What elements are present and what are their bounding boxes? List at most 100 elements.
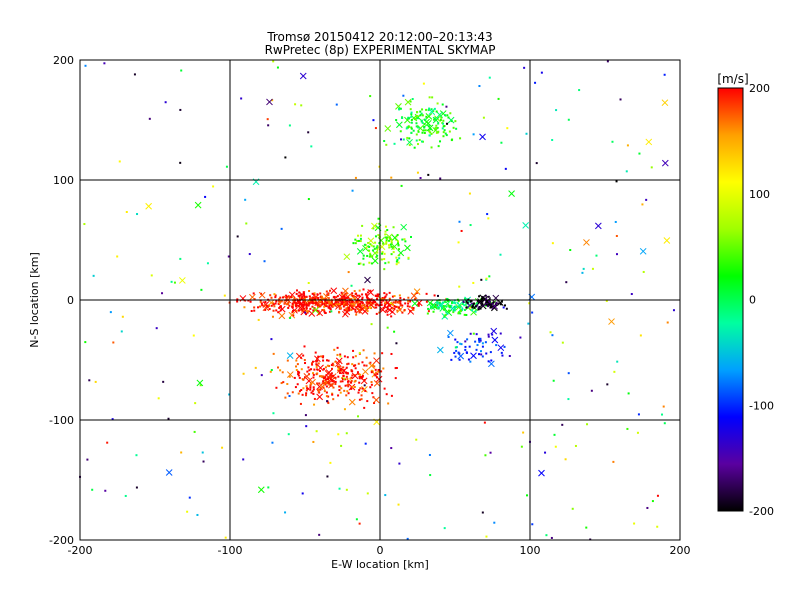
scatter-point	[651, 500, 654, 503]
scatter-point	[469, 360, 472, 363]
scatter-point	[393, 307, 396, 310]
scatter-cross	[364, 276, 371, 284]
scatter-point	[383, 252, 386, 255]
scatter-point	[385, 293, 388, 296]
scatter-point	[370, 262, 373, 265]
scatter-point	[242, 372, 245, 375]
scatter-point	[586, 423, 589, 426]
scatter-point	[204, 195, 207, 198]
scatter-point	[283, 302, 286, 305]
scatter-cross	[288, 291, 296, 299]
scatter-point	[490, 359, 493, 362]
scatter-point	[427, 173, 430, 176]
scatter-point	[578, 89, 581, 92]
scatter-point	[264, 300, 267, 303]
scatter-cross	[262, 304, 270, 312]
scatter-point	[297, 304, 300, 307]
scatter-point	[377, 246, 380, 249]
scatter-point	[92, 274, 95, 277]
scatter-point	[545, 534, 548, 537]
scatter-point	[451, 300, 454, 303]
scatter-point	[358, 239, 361, 242]
scatter-point	[392, 251, 395, 254]
scatter-point	[224, 536, 227, 539]
scatter-point	[329, 303, 332, 306]
scatter-point	[293, 376, 296, 379]
scatter-point	[365, 356, 368, 359]
scatter-point	[294, 386, 297, 389]
scatter-cross	[406, 138, 413, 146]
scatter-cross	[497, 344, 505, 352]
scatter-point	[295, 305, 298, 308]
scatter-point	[359, 387, 362, 390]
scatter-point	[327, 395, 330, 398]
scatter-point	[341, 301, 344, 304]
scatter-point	[396, 258, 399, 261]
scatter-point	[310, 145, 313, 148]
scatter-point	[266, 118, 269, 121]
scatter-point	[298, 297, 301, 300]
scatter-point	[457, 351, 460, 354]
scatter-point	[464, 340, 467, 343]
scatter-point	[324, 300, 327, 303]
scatter-point	[473, 306, 476, 309]
scatter-point	[487, 335, 490, 338]
scatter-point	[377, 217, 380, 220]
scatter-point	[645, 198, 648, 201]
scatter-point	[296, 300, 299, 303]
scatter-point	[84, 64, 87, 67]
scatter-point	[369, 289, 372, 292]
scatter-point	[384, 230, 387, 233]
scatter-point	[342, 374, 345, 377]
scatter-point	[330, 372, 333, 375]
scatter-point	[287, 433, 290, 436]
scatter-point	[350, 381, 353, 384]
scatter-point	[470, 299, 473, 302]
scatter-point	[386, 326, 389, 329]
scatter-cross	[391, 243, 398, 250]
scatter-point	[350, 369, 353, 372]
scatter-point	[307, 198, 310, 201]
scatter-point	[307, 304, 310, 307]
scatter-point	[451, 301, 454, 304]
scatter-point	[121, 315, 124, 318]
scatter-point	[395, 256, 398, 259]
scatter-point	[359, 373, 362, 376]
x-tick-label: -100	[218, 544, 243, 557]
scatter-point	[310, 362, 313, 365]
scatter-point	[368, 255, 371, 258]
scatter-point	[366, 310, 369, 313]
scatter-point	[390, 253, 393, 256]
scatter-point	[471, 306, 474, 309]
scatter-point	[352, 295, 355, 298]
scatter-point	[493, 521, 496, 524]
scatter-point	[301, 296, 304, 299]
scatter-point	[298, 291, 301, 294]
scatter-point	[354, 238, 357, 241]
scatter-point	[452, 311, 455, 314]
scatter-point	[379, 297, 382, 300]
scatter-cross	[661, 99, 669, 107]
scatter-point	[508, 354, 511, 357]
scatter-point	[150, 274, 153, 277]
scatter-point	[497, 302, 500, 305]
scatter-point	[433, 294, 436, 297]
x-tick-label: 0	[377, 544, 384, 557]
scatter-cross	[257, 486, 265, 494]
scatter-point	[350, 379, 353, 382]
scatter-point	[180, 69, 183, 72]
scatter-point	[469, 306, 472, 309]
scatter-point	[393, 142, 396, 145]
scatter-point	[312, 309, 315, 312]
scatter-point	[350, 294, 353, 297]
scatter-point	[474, 340, 477, 343]
scatter-point	[461, 307, 464, 310]
scatter-point	[275, 300, 278, 303]
scatter-point	[626, 144, 629, 147]
scatter-point	[316, 303, 319, 306]
scatter-point	[385, 239, 388, 242]
scatter-point	[395, 260, 398, 263]
scatter-point	[373, 365, 376, 368]
scatter-point	[389, 302, 392, 305]
